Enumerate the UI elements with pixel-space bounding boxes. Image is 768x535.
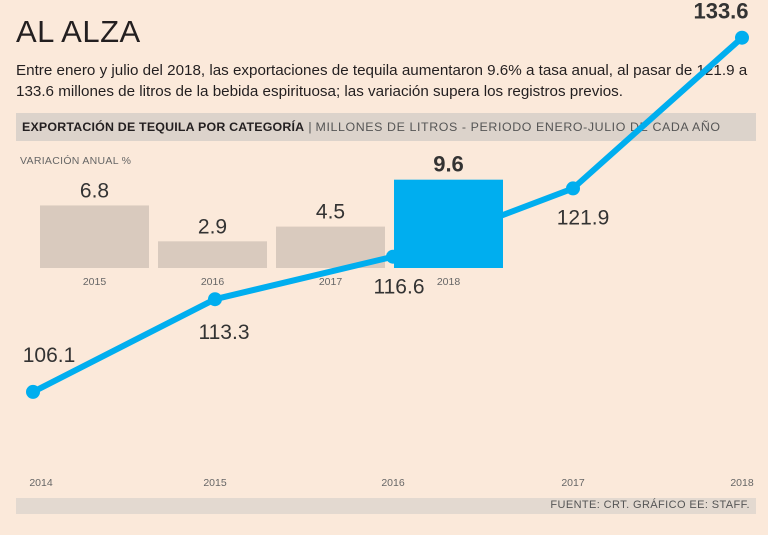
bar-chart: 6.8 2015 2.9 2016 4.5 2017 9.6 2018	[40, 152, 503, 288]
line-point-2014	[26, 384, 40, 399]
line-x-tick-label: 2014	[29, 477, 53, 489]
line-chart: 106.1 2014 113.3 2015 116.6 2016 121.9 2017 133.…	[23, 0, 754, 489]
line-point-2018	[735, 30, 749, 45]
line-point-2017	[566, 181, 580, 196]
bar-2015	[40, 205, 149, 268]
header-bold-label: EXPORTACIÓN DE TEQUILA POR CATEGORÍA	[22, 120, 305, 134]
line-value-label: 106.1	[23, 344, 76, 367]
header-separator: |	[308, 120, 312, 134]
chart-subtitle: Entre enero y julio del 2018, las export…	[16, 62, 748, 100]
line-point-2016	[386, 249, 400, 264]
line-value-label: 121.9	[557, 206, 610, 229]
bar-category-label: 2017	[319, 276, 343, 288]
bar-2016	[158, 241, 267, 268]
line-value-label: 116.6	[374, 276, 425, 299]
line-x-tick-label: 2018	[730, 477, 754, 489]
source-footer: FUENTE: CRT. GRÁFICO EE: STAFF.	[16, 498, 756, 514]
bar-value-label: 9.6	[433, 152, 464, 177]
bar-category-label: 2015	[83, 276, 107, 288]
bar-value-label: 2.9	[198, 215, 227, 238]
header-light-label: MILLONES DE LITROS - PERIODO ENERO-JULIO…	[315, 120, 721, 134]
line-x-tick-label: 2017	[561, 477, 585, 489]
bar-value-label: 6.8	[80, 179, 109, 202]
bar-category-label: 2016	[201, 276, 225, 288]
chart-title: AL ALZA	[16, 14, 141, 49]
bar-chart-title: VARIACIÓN ANUAL %	[20, 154, 131, 167]
source-text: FUENTE: CRT. GRÁFICO EE: STAFF.	[550, 499, 750, 511]
bar-category-label: 2018	[437, 276, 461, 288]
line-value-label: 113.3	[199, 321, 250, 344]
line-x-tick-label: 2015	[203, 477, 227, 489]
line-value-label: 133.6	[693, 0, 748, 24]
line-x-tick-label: 2016	[381, 477, 405, 489]
line-point-2015	[208, 292, 222, 307]
bar-value-label: 4.5	[316, 201, 345, 224]
